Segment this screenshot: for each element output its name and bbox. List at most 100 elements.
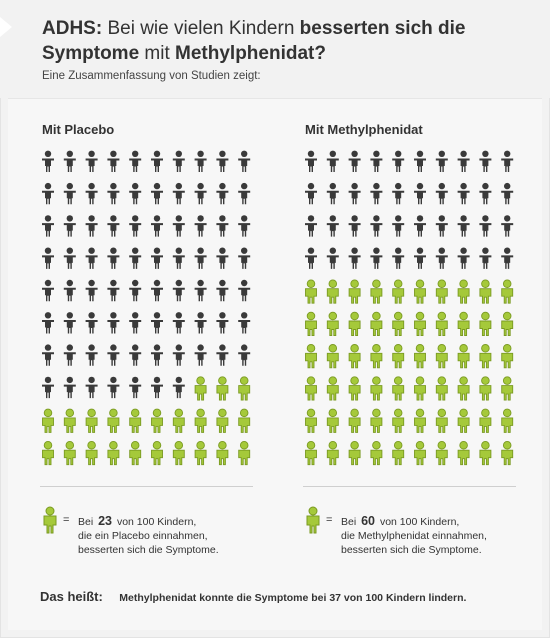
conclusion-label: Das heißt:	[40, 589, 103, 604]
child-figure-icon	[326, 150, 339, 172]
child-figure-icon	[42, 376, 54, 399]
legend-line1: von 100 Kindern,	[116, 516, 197, 528]
child-figure-icon-highlighted	[194, 408, 207, 433]
child-figure-icon-highlighted	[305, 279, 317, 304]
child-figure-icon-highlighted	[435, 408, 448, 433]
child-figure-icon	[414, 182, 426, 205]
child-figure-icon	[216, 182, 229, 205]
legend-equals: =	[326, 514, 333, 526]
child-figure-icon-highlighted	[435, 376, 448, 401]
child-figure-icon	[107, 247, 120, 269]
child-figure-icon	[305, 150, 317, 172]
child-figure-icon	[392, 150, 405, 172]
child-figure-icon	[151, 312, 163, 334]
child-figure-icon	[194, 312, 207, 334]
child-figure-icon-highlighted	[63, 408, 76, 433]
child-figure-icon-highlighted	[370, 344, 383, 369]
child-figure-icon	[172, 312, 185, 334]
child-figure-icon-highlighted	[457, 376, 470, 401]
icon-grid-placebo	[40, 150, 260, 470]
child-figure-icon-highlighted	[305, 408, 317, 433]
child-figure-icon	[238, 150, 251, 172]
child-figure-icon-highlighted	[370, 279, 383, 304]
child-figure-icon	[306, 506, 320, 534]
child-figure-icon	[151, 344, 163, 366]
child-figure-icon	[238, 215, 251, 237]
child-figure-icon-highlighted	[392, 344, 405, 369]
child-figure-icon-highlighted	[238, 440, 251, 466]
child-figure-icon	[392, 182, 405, 205]
child-figure-icon-highlighted	[129, 408, 142, 433]
child-figure-icon	[435, 247, 448, 269]
child-figure-icon-highlighted	[392, 440, 405, 466]
title-part: ADHS:	[42, 18, 103, 39]
child-figure-icon-highlighted	[216, 376, 229, 401]
child-figure-icon	[107, 150, 120, 172]
child-figure-icon	[129, 150, 142, 172]
child-figure-icon	[85, 182, 98, 205]
legend-placebo: = Bei 23 von 100 Kindern, die ein Placeb…	[40, 506, 270, 566]
legend-line2: die ein Placebo einnahmen,	[78, 530, 208, 542]
child-figure-icon-highlighted	[85, 408, 98, 433]
child-figure-icon	[63, 215, 76, 237]
child-figure-icon	[326, 215, 339, 237]
child-figure-icon-highlighted	[435, 344, 448, 369]
child-figure-icon	[63, 279, 76, 302]
child-figure-icon	[85, 150, 98, 172]
panel-title-methylphenidat: Mit Methylphenidat	[305, 122, 423, 137]
child-figure-icon-highlighted	[326, 344, 339, 369]
child-figure-icon-highlighted	[414, 311, 426, 336]
legend-line3: besserten sich die Symptome.	[78, 544, 219, 556]
child-figure-icon	[42, 182, 54, 205]
child-figure-icon	[305, 182, 317, 205]
child-figure-icon	[479, 247, 492, 269]
child-figure-icon	[238, 344, 251, 366]
child-figure-icon	[216, 312, 229, 334]
child-figure-icon	[501, 215, 514, 237]
child-figure-icon-highlighted	[392, 311, 405, 336]
child-figure-icon-highlighted	[370, 440, 383, 466]
child-figure-icon	[435, 215, 448, 237]
child-figure-icon	[172, 344, 185, 366]
child-figure-icon-highlighted	[435, 311, 448, 336]
child-figure-icon-highlighted	[414, 376, 426, 401]
title-part: Methylphenidat?	[175, 43, 326, 64]
child-figure-icon	[501, 150, 514, 172]
child-figure-icon	[348, 182, 361, 205]
child-figure-icon-highlighted	[457, 279, 470, 304]
child-figure-icon	[172, 182, 185, 205]
child-figure-icon-highlighted	[435, 440, 448, 466]
child-figure-icon-highlighted	[370, 408, 383, 433]
child-figure-icon-highlighted	[501, 311, 514, 336]
child-figure-icon	[43, 506, 57, 534]
arrow-marker-icon	[0, 17, 12, 37]
child-figure-icon-highlighted	[392, 376, 405, 401]
child-figure-icon	[305, 247, 317, 269]
child-figure-icon	[392, 247, 405, 269]
child-figure-icon-highlighted	[42, 440, 54, 466]
child-figure-icon-highlighted	[501, 344, 514, 369]
child-figure-icon	[151, 279, 163, 302]
child-figure-icon	[107, 279, 120, 302]
legend-number: 60	[361, 514, 376, 528]
child-figure-icon	[392, 215, 405, 237]
child-figure-icon	[305, 215, 317, 237]
conclusion-text: Methylphenidat konnte die Symptome bei 3…	[119, 592, 467, 604]
child-figure-icon-highlighted	[326, 376, 339, 401]
child-figure-icon	[129, 215, 142, 237]
header: ADHS: Bei wie vielen Kindern besserten s…	[0, 0, 550, 98]
child-figure-icon-highlighted	[305, 311, 317, 336]
child-figure-icon-highlighted	[348, 408, 361, 433]
child-figure-icon	[435, 182, 448, 205]
child-figure-icon-highlighted	[216, 408, 229, 433]
child-figure-icon	[151, 150, 163, 172]
child-figure-icon	[348, 215, 361, 237]
child-figure-icon	[216, 150, 229, 172]
child-figure-icon	[42, 279, 54, 302]
child-figure-icon-highlighted	[457, 440, 470, 466]
child-figure-icon	[370, 247, 383, 269]
legend-line3: besserten sich die Symptome.	[341, 544, 482, 556]
child-figure-icon	[129, 247, 142, 269]
child-figure-icon	[85, 312, 98, 334]
child-figure-icon	[479, 215, 492, 237]
